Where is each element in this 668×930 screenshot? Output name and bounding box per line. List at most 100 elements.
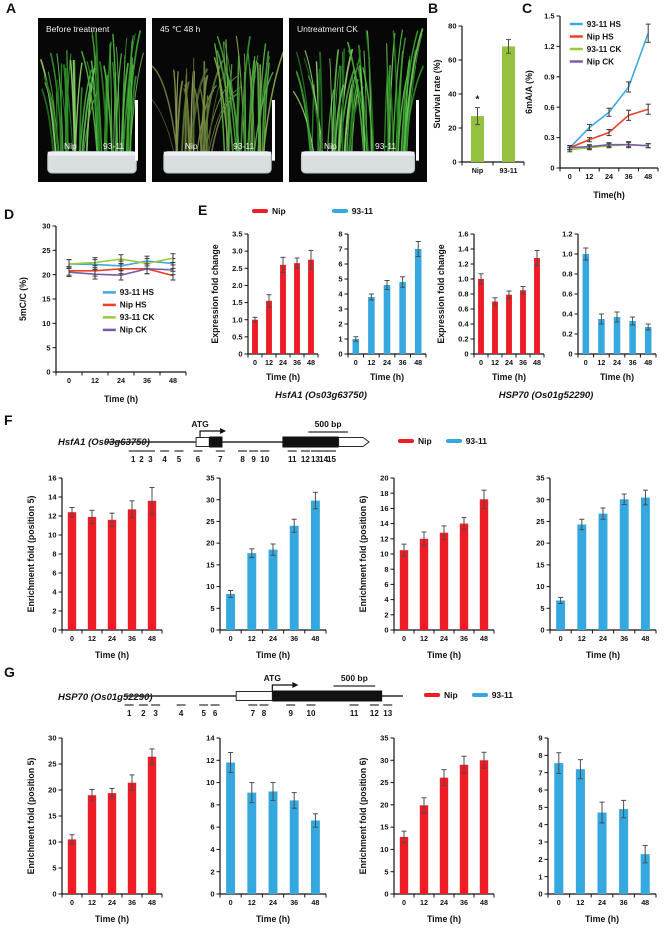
svg-text:24: 24 — [117, 376, 125, 385]
variety-label: Nip — [185, 141, 198, 151]
svg-text:0: 0 — [540, 626, 544, 635]
panel-label-c: C — [522, 0, 533, 16]
nip-color-swatch — [424, 693, 440, 697]
position-number: 6 — [213, 709, 218, 718]
svg-text:Survival rate (%): Survival rate (%) — [432, 59, 442, 128]
svg-text:0: 0 — [210, 890, 214, 899]
legend-entry-9311: 93-11 — [445, 436, 487, 446]
variety-label: 93-11 — [233, 141, 254, 151]
hsp70-gene-diagram: ATG 500 bp 1 2 3 4 5 6 7 8 9 10 11 12 13 — [123, 672, 405, 722]
position-number: 1 — [131, 455, 136, 464]
svg-text:0: 0 — [479, 358, 483, 367]
survival-rate-bar-chart: 0 20 40 60 80 Nip 93-11 Survival rate (%) * — [432, 12, 530, 184]
svg-text:15: 15 — [48, 812, 56, 821]
chart-svg: 0 5 10 15 20 25 30 35 0 12 24 36 48 Time (h) — [536, 474, 657, 660]
6ma-line-chart: 0 0.3 0.6 0.9 1.2 1.5 0 12 24 36 48 Time(h) 6mA/A (%… — [524, 6, 668, 202]
scale-bar-label: 500 bp — [315, 419, 342, 429]
svg-text:Time (h): Time (h) — [104, 394, 138, 404]
panel-g-legend: Nip 93-11 — [424, 690, 513, 700]
svg-text:2: 2 — [538, 855, 542, 864]
legend-entry-nip: Nip — [252, 206, 286, 216]
svg-text:25: 25 — [48, 760, 56, 769]
svg-text:24: 24 — [599, 634, 607, 643]
panel-label-a: A — [6, 0, 17, 16]
hsfa1-gene-diagram: ATG 500 bp 1 2 3 4 5 6 7 8 9 10 11 12 13 14 15 — [103, 418, 371, 468]
svg-text:0: 0 — [568, 350, 572, 359]
svg-text:14: 14 — [48, 493, 57, 502]
panel-label-g: G — [4, 664, 15, 680]
photo-title: Before treatment — [46, 24, 110, 34]
svg-text:5mC/C (%): 5mC/C (%) — [18, 277, 28, 321]
svg-text:2: 2 — [210, 867, 214, 876]
svg-text:0: 0 — [229, 634, 233, 643]
svg-text:4: 4 — [210, 845, 215, 854]
svg-text:24: 24 — [598, 898, 606, 907]
svg-text:4: 4 — [384, 595, 389, 604]
svg-text:0.5: 0.5 — [232, 332, 242, 341]
svg-text:0: 0 — [464, 350, 468, 359]
chart-svg: 0 5 10 15 20 25 30 35 0 12 24 36 48 Time (h) — [206, 474, 327, 660]
svg-text:93-11 CK: 93-11 CK — [120, 313, 155, 322]
svg-text:25: 25 — [42, 246, 50, 255]
svg-text:48: 48 — [480, 634, 488, 643]
legend-label-nip: Nip — [444, 690, 458, 700]
svg-text:30: 30 — [206, 495, 214, 504]
svg-text:40: 40 — [448, 90, 456, 99]
svg-text:48: 48 — [641, 634, 649, 643]
hsfa1-chip-pos6-9311-chart: 0 5 10 15 20 25 30 35 0 12 24 36 48 Time (h) — [524, 470, 662, 662]
svg-text:0: 0 — [568, 172, 572, 181]
svg-text:3: 3 — [538, 838, 542, 847]
position-number: 9 — [288, 709, 293, 718]
variety-label: Nip — [324, 141, 337, 151]
svg-text:10: 10 — [206, 582, 214, 591]
svg-text:48: 48 — [148, 898, 156, 907]
position-number: 3 — [148, 455, 153, 464]
variety-label: 93-11 — [103, 141, 124, 151]
position-number: 12 — [301, 455, 310, 464]
svg-text:0: 0 — [338, 350, 342, 359]
svg-text:0: 0 — [229, 898, 233, 907]
svg-text:36: 36 — [290, 634, 298, 643]
variety-label: Nip — [64, 141, 77, 151]
svg-text:6: 6 — [210, 823, 214, 832]
svg-text:36: 36 — [143, 376, 151, 385]
svg-text:12: 12 — [576, 898, 584, 907]
svg-text:Nip: Nip — [472, 166, 484, 175]
position-number: 10 — [260, 455, 269, 464]
svg-text:1.4: 1.4 — [458, 245, 469, 254]
svg-text:2: 2 — [384, 610, 388, 619]
svg-text:16: 16 — [380, 504, 388, 513]
svg-text:1.2: 1.2 — [544, 42, 554, 51]
svg-text:36: 36 — [293, 358, 301, 367]
svg-text:10: 10 — [380, 550, 388, 559]
chart-svg: 0 5 10 15 20 25 30 0 12 24 36 48 Time (h) Enrichment … — [26, 734, 163, 924]
chart-svg: 0 5 10 15 20 25 30 35 0 12 24 36 48 Time (h) Enrichmen… — [358, 734, 495, 924]
scale-bar — [416, 100, 419, 161]
svg-text:12: 12 — [248, 634, 256, 643]
photo-heat-treated: 45 ℃ 48 h Nip 93-11 — [152, 18, 283, 182]
svg-text:15: 15 — [206, 560, 214, 569]
svg-text:Expression fold change: Expression fold change — [436, 244, 446, 343]
svg-text:48: 48 — [148, 634, 156, 643]
svg-text:6: 6 — [338, 260, 342, 269]
svg-text:1.5: 1.5 — [232, 298, 242, 307]
chart-svg: 0 20 40 60 80 Nip 93-11 Survival rate (%) * — [432, 22, 525, 175]
photo-svg: 45 ℃ 48 h Nip 93-11 — [152, 24, 283, 174]
svg-text:1.0: 1.0 — [458, 275, 468, 284]
svg-text:1: 1 — [338, 335, 342, 344]
svg-text:8: 8 — [538, 751, 542, 760]
svg-text:30: 30 — [42, 222, 50, 231]
svg-text:36: 36 — [128, 898, 136, 907]
svg-text:0: 0 — [384, 890, 388, 899]
svg-text:18: 18 — [380, 489, 388, 498]
svg-text:Time (h): Time (h) — [492, 372, 526, 382]
svg-text:2.5: 2.5 — [232, 264, 242, 273]
svg-text:48: 48 — [641, 898, 649, 907]
hsfa1-gene-label: HsfA1 (Os03g63750) — [275, 390, 367, 401]
svg-text:0: 0 — [538, 890, 542, 899]
svg-text:0.6: 0.6 — [562, 290, 572, 299]
svg-text:1.2: 1.2 — [458, 260, 468, 269]
